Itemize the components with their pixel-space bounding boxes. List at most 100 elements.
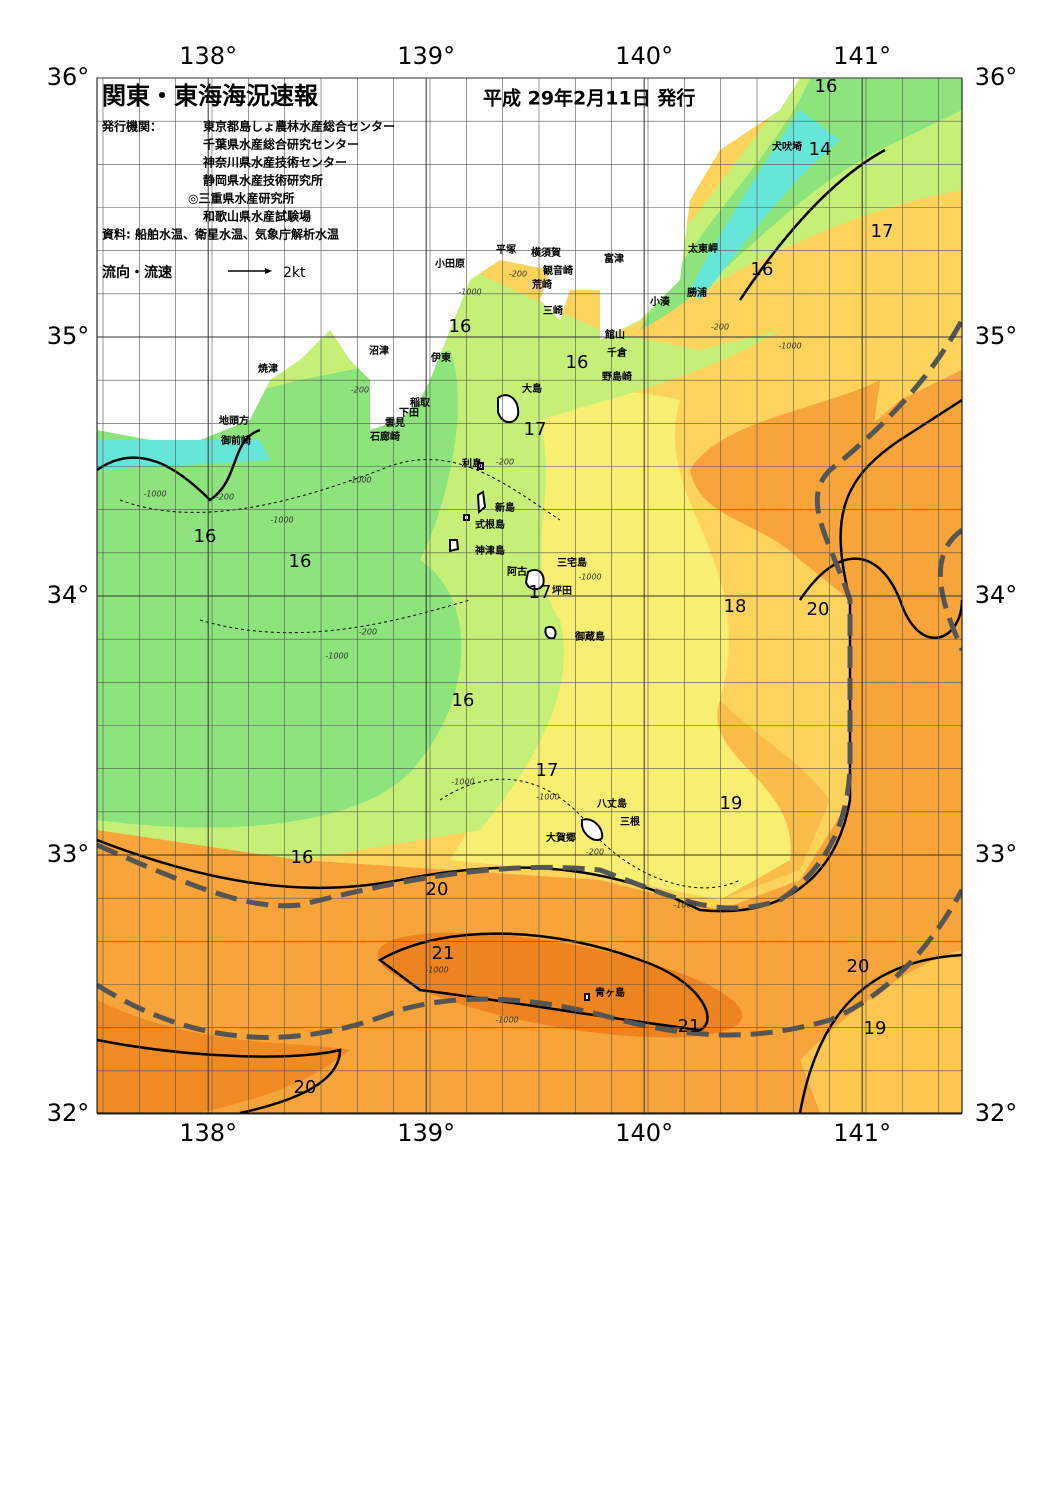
contour-label: 16	[566, 352, 589, 373]
contour-label: 18	[724, 596, 747, 617]
contour-label: 20	[847, 956, 870, 977]
contour-label: 16	[291, 847, 314, 868]
lon-label: 138°	[179, 1119, 237, 1147]
lat-label: 36°	[47, 63, 90, 91]
lat-label: 32°	[975, 1099, 1018, 1127]
place-name: 式根島	[475, 518, 505, 531]
lon-label: 140°	[615, 1119, 673, 1147]
depth-label: -200	[359, 628, 377, 637]
place-name: 利島	[462, 457, 482, 470]
contour-label: 20	[294, 1077, 317, 1098]
depth-label: -1000	[270, 516, 293, 525]
contour-label: 19	[864, 1018, 887, 1039]
sea-temperature-map	[97, 78, 962, 1113]
depth-label: -1000	[325, 652, 348, 661]
publisher: 和歌山県水産試験場	[202, 209, 311, 224]
place-name: 横須賀	[531, 246, 561, 259]
flow-scale: 2kt	[283, 265, 306, 281]
place-name: 大島	[522, 382, 542, 395]
place-name: 千倉	[607, 346, 628, 359]
title: 関東・東海海況速報	[102, 82, 319, 110]
lat-label: 36°	[975, 63, 1018, 91]
place-name: 坪田	[552, 584, 572, 597]
place-name: 荒崎	[531, 278, 552, 291]
contour-label: 17	[524, 419, 547, 440]
depth-label: -200	[216, 493, 234, 502]
place-name: 小田原	[434, 257, 465, 270]
issue-date: 平成 29年2月11日 発行	[483, 87, 695, 110]
place-name: 御蔵島	[574, 630, 605, 643]
contour-label: 20	[807, 599, 830, 620]
place-name: 阿古	[507, 565, 527, 578]
depth-label: -200	[351, 386, 369, 395]
lat-label: 35°	[975, 322, 1018, 350]
place-name: 新島	[495, 501, 515, 514]
lat-label: 35°	[47, 322, 90, 350]
lon-label: 141°	[833, 42, 891, 70]
place-name: 三宅島	[557, 556, 587, 569]
place-name: 八丈島	[596, 797, 627, 810]
place-name: 雲見	[385, 417, 405, 429]
flow-arrow-head	[265, 268, 272, 274]
contour-label: 17	[529, 582, 552, 603]
place-name: 観音崎	[543, 264, 573, 277]
lat-label: 33°	[47, 840, 90, 868]
depth-label: -1000	[425, 966, 448, 975]
depth-label: -1000	[451, 778, 474, 787]
place-name: 三崎	[543, 304, 563, 317]
publisher: 千葉県水産総合研究センター	[203, 137, 359, 152]
contour-label: 16	[452, 690, 475, 711]
place-name: 平塚	[496, 243, 516, 256]
place-name: 神津島	[475, 544, 505, 557]
place-name: 小湊	[649, 295, 671, 308]
place-name: 犬吠埼	[772, 140, 802, 153]
contour-label: 16	[194, 526, 217, 547]
place-name: 伊東	[430, 351, 451, 364]
depth-label: -1000	[578, 573, 601, 582]
publisher: 神奈川県水産技術センター	[203, 155, 347, 170]
place-name: 焼津	[258, 362, 278, 375]
depth-label: -200	[711, 323, 729, 332]
place-name: 石廊崎	[369, 430, 400, 443]
place-name: 下田	[399, 407, 419, 419]
place-name: 稲取	[410, 396, 431, 409]
place-name: 地頭方	[219, 414, 249, 427]
contour-label: 19	[720, 793, 743, 814]
place-name: 太東岬	[687, 242, 718, 255]
depth-label: -200	[496, 458, 514, 467]
place-name: 青ヶ島	[595, 986, 625, 999]
contour-label: 16	[449, 316, 472, 337]
publisher-label: 発行機関：	[101, 119, 162, 134]
depth-label: -1000	[348, 476, 371, 485]
contour-label: 21	[432, 943, 455, 964]
contour-label: 17	[871, 221, 894, 242]
place-name: 富津	[604, 252, 624, 265]
contour-label: 20	[426, 879, 449, 900]
depth-label: -200	[509, 270, 527, 279]
depth-label: -1000	[458, 288, 481, 297]
contour-label: 16	[751, 259, 774, 280]
place-name: 野島崎	[602, 370, 632, 383]
lat-label: 34°	[47, 581, 90, 609]
contour-label: 21	[678, 1016, 701, 1037]
lon-label: 140°	[615, 42, 673, 70]
contour-label: 17	[536, 760, 559, 781]
publisher: 東京都島しょ農林水産総合センター	[203, 119, 395, 134]
place-name: 御前崎	[220, 434, 251, 447]
publisher: 静岡県水産技術研究所	[203, 173, 323, 188]
place-name: 勝浦	[687, 286, 707, 299]
place-name: 大賀郷	[546, 831, 576, 844]
lon-label: 141°	[833, 1119, 891, 1147]
depth-label: -1000	[673, 901, 696, 910]
depth-label: -1000	[536, 793, 559, 802]
depth-label: -1000	[143, 490, 166, 499]
contour-label: 16	[289, 551, 312, 572]
lon-label: 139°	[397, 42, 455, 70]
depth-label: -1000	[778, 342, 801, 351]
lat-label: 32°	[47, 1099, 90, 1127]
depth-label: -1000	[495, 1016, 518, 1025]
publisher: ◎三重県水産研究所	[188, 191, 294, 206]
depth-label: -200	[586, 848, 604, 857]
lon-label: 139°	[397, 1119, 455, 1147]
